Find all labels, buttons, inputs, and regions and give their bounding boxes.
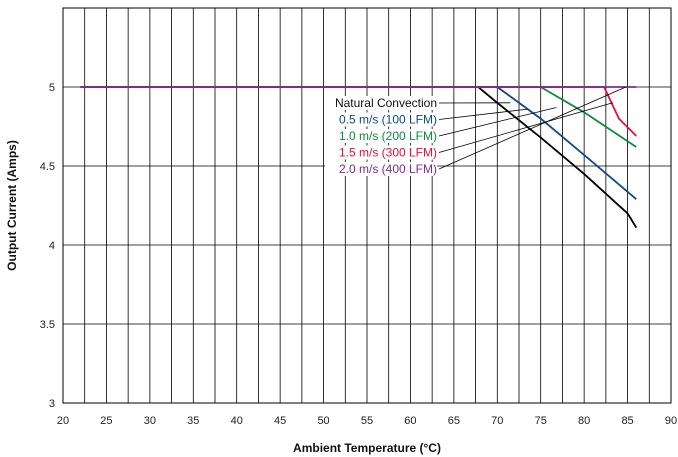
x-tick-label: 80 [578,415,590,427]
legend-label-background [325,145,437,160]
x-tick-label: 50 [317,415,329,427]
x-tick-label: 55 [361,415,373,427]
x-tick-label: 75 [535,415,547,427]
legend-label-background [325,96,437,110]
legend-label: 0.5 m/s (100 LFM) [339,113,437,127]
x-axis-title: Ambient Temperature (°C) [293,441,441,455]
legend-label-background [325,129,437,143]
x-tick-label: 60 [404,415,416,427]
legend-leader-line [438,107,557,137]
plot-area [62,7,672,404]
legend-label-background [325,112,437,127]
x-tick-label: 70 [491,415,503,427]
x-tick-label: 30 [144,415,156,427]
legend-label: 2.0 m/s (400 LFM) [339,162,437,176]
legend-leader-line [438,108,528,120]
grid-lines [62,8,672,404]
legend-label: 1.5 m/s (300 LFM) [339,146,437,160]
y-tick-label: 3 [49,398,55,410]
x-tick-label: 20 [57,415,69,427]
legend-leader-line [438,86,626,170]
x-tick-labels: 20 25 30 35 40 45 50 55 60 65 70 75 80 85 90 [57,415,677,427]
legend-label: 1.0 m/s (200 LFM) [339,129,437,143]
legend-label-background [325,162,437,176]
x-tick-label: 35 [187,415,199,427]
x-tick-label: 85 [621,415,633,427]
y-axis-title: Output Current (Amps) [5,140,19,271]
y-tick-label: 4 [49,240,55,252]
x-tick-label: 65 [448,415,460,427]
x-tick-label: 45 [274,415,286,427]
legend-leader-line [438,102,613,153]
legend: Natural Convection 0.5 m/s (100 LFM) 1.0 m… [325,86,626,176]
x-tick-label: 40 [231,415,243,427]
x-tick-label: 25 [100,415,112,427]
y-tick-label: 4.5 [40,161,55,173]
y-tick-labels: 3 3.5 4 4.5 5 [40,82,55,410]
legend-label: Natural Convection [335,96,437,110]
x-tick-label: 90 [665,415,677,427]
y-tick-label: 5 [49,82,55,94]
y-tick-label: 3.5 [40,319,55,331]
